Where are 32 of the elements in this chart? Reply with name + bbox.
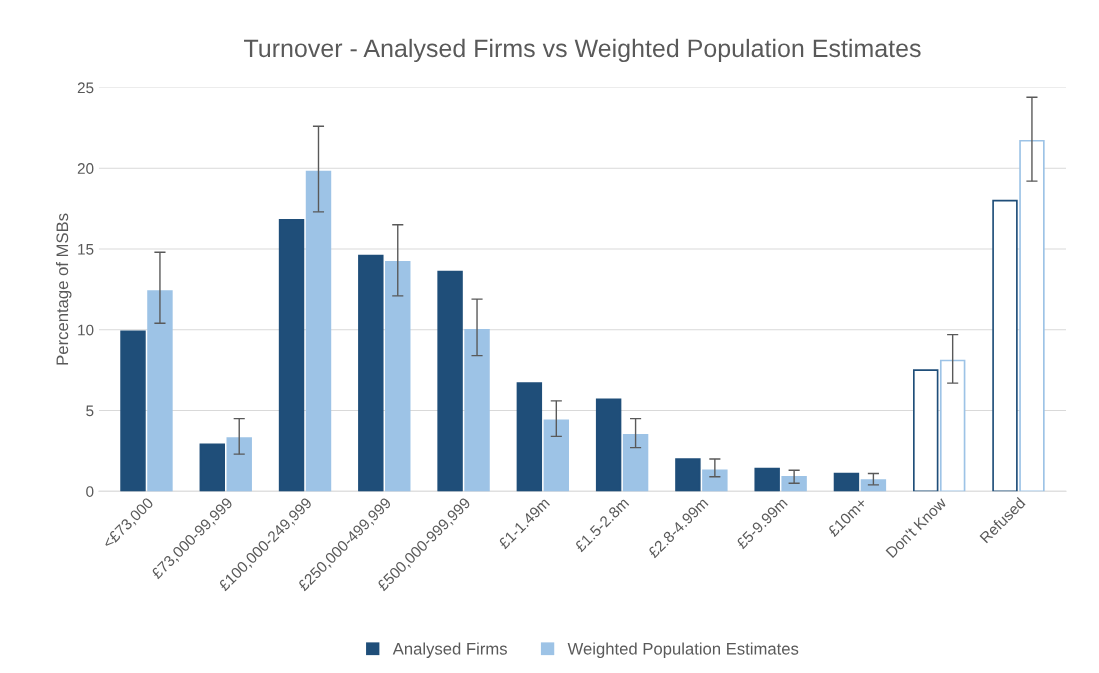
y-tick-label: 5: [86, 405, 94, 417]
y-axis-title: Percentage of MSBs: [55, 213, 72, 365]
bar: [595, 398, 622, 492]
bar: [358, 254, 384, 492]
y-tick-label: 10: [78, 324, 94, 336]
legend-label: Weighted Population Estimates: [567, 642, 799, 658]
bar: [939, 359, 966, 492]
bar: [516, 382, 543, 492]
y-tick-label: 15: [78, 244, 94, 255]
y-tick-label: 20: [77, 163, 94, 174]
bar: [675, 458, 701, 492]
legend-label: Analysed Firms: [392, 642, 507, 658]
bar: [781, 475, 807, 492]
bar: [543, 419, 570, 492]
chart-title: Turnover - Analysed Firms vs Weighted Population Estimates: [244, 38, 921, 63]
bar: [912, 369, 939, 492]
y-tick-label: 0: [86, 486, 94, 497]
bar: [464, 328, 490, 492]
bar: [702, 469, 728, 492]
bar: [860, 479, 887, 492]
bar: [226, 437, 252, 492]
bar: [754, 467, 780, 492]
bar: [199, 443, 225, 492]
bar: [385, 261, 411, 492]
bar: [622, 433, 649, 492]
bar: [147, 290, 173, 492]
bar: [437, 270, 463, 492]
bar: [833, 472, 860, 492]
bar: [305, 170, 332, 492]
bar: [120, 330, 146, 492]
y-tick-label: 25: [77, 82, 94, 94]
bar: [278, 219, 305, 492]
